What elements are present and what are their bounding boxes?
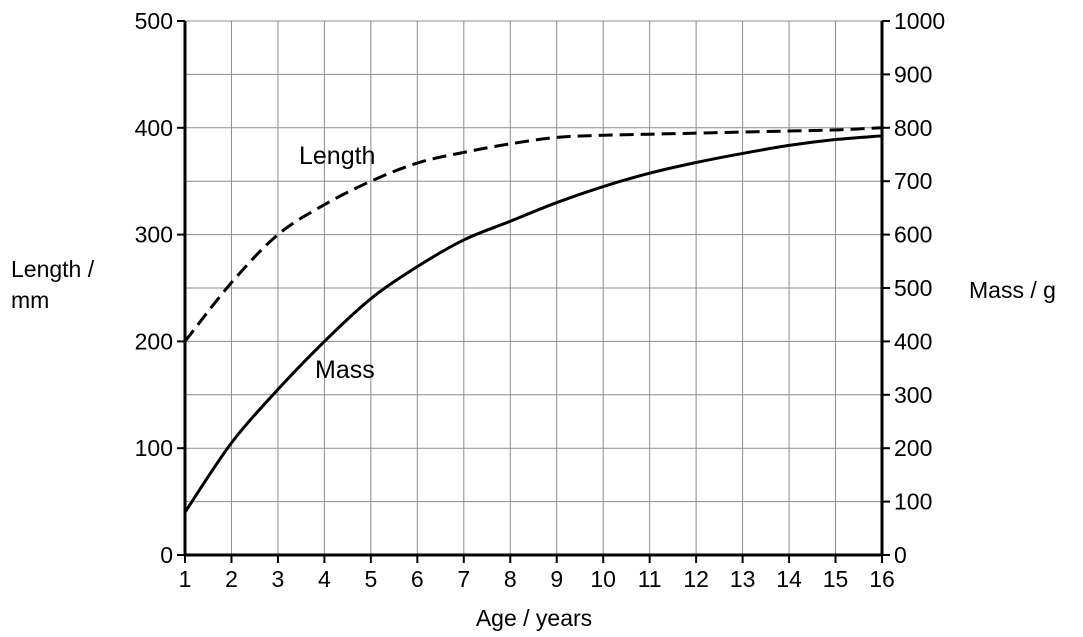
y-axis-label: Length / mm bbox=[11, 256, 101, 313]
series-label-length: Length bbox=[299, 142, 375, 170]
y2-tick-label: 500 bbox=[894, 275, 932, 301]
x-tick-label: 1 bbox=[179, 566, 192, 592]
y-tick-label: 400 bbox=[135, 115, 173, 141]
y-tick-label: 500 bbox=[135, 8, 173, 34]
x-tick-label: 14 bbox=[776, 566, 802, 592]
y2-tick-label: 900 bbox=[894, 61, 932, 87]
x-tick-label: 9 bbox=[550, 566, 563, 592]
x-tick-label: 10 bbox=[590, 566, 616, 592]
x-tick-label: 15 bbox=[823, 566, 849, 592]
series-line-mass bbox=[183, 134, 883, 514]
x-tick-label: 6 bbox=[411, 566, 424, 592]
x-tick-label: 5 bbox=[364, 566, 377, 592]
x-tick-label: 3 bbox=[272, 566, 285, 592]
y-tick-label: 300 bbox=[135, 222, 173, 248]
series-line-length bbox=[183, 126, 883, 343]
y-axis-label-line-1: Length / bbox=[11, 256, 95, 282]
x-tick-label: 8 bbox=[504, 566, 517, 592]
y2-axis-label: Mass / g bbox=[969, 277, 1056, 303]
series-label-mass: Mass bbox=[315, 356, 375, 384]
tick-labels: 1 2 3 4 5 6 7 8 9 10 11 12 13 14 15 1601002003004005000… bbox=[135, 8, 946, 592]
y2-tick-label: 100 bbox=[894, 489, 932, 515]
y2-tick-label: 200 bbox=[894, 435, 932, 461]
y2-tick-label: 700 bbox=[894, 168, 932, 194]
series-lines bbox=[183, 126, 883, 514]
y2-tick-label: 600 bbox=[894, 222, 932, 248]
x-tick-label: 12 bbox=[683, 566, 709, 592]
y-tick-label: 0 bbox=[160, 542, 173, 568]
grid bbox=[184, 20, 883, 556]
y2-tick-label: 300 bbox=[894, 382, 932, 408]
y-tick-label: 100 bbox=[135, 435, 173, 461]
y-tick-label: 200 bbox=[135, 328, 173, 354]
x-tick-label: 4 bbox=[318, 566, 331, 592]
x-tick-label: 11 bbox=[638, 566, 662, 592]
y-axis-label-line-2: mm bbox=[11, 287, 49, 313]
y2-tick-label: 0 bbox=[894, 542, 907, 568]
x-tick-label: 2 bbox=[225, 566, 238, 592]
y2-tick-label: 1000 bbox=[894, 8, 945, 34]
x-tick-label: 16 bbox=[869, 566, 895, 592]
y2-tick-label: 800 bbox=[894, 115, 932, 141]
y2-tick-label: 400 bbox=[894, 328, 932, 354]
x-axis-label: Age / years bbox=[476, 605, 592, 631]
axes bbox=[177, 20, 890, 563]
x-tick-label: 7 bbox=[457, 566, 470, 592]
x-tick-label: 13 bbox=[730, 566, 756, 592]
